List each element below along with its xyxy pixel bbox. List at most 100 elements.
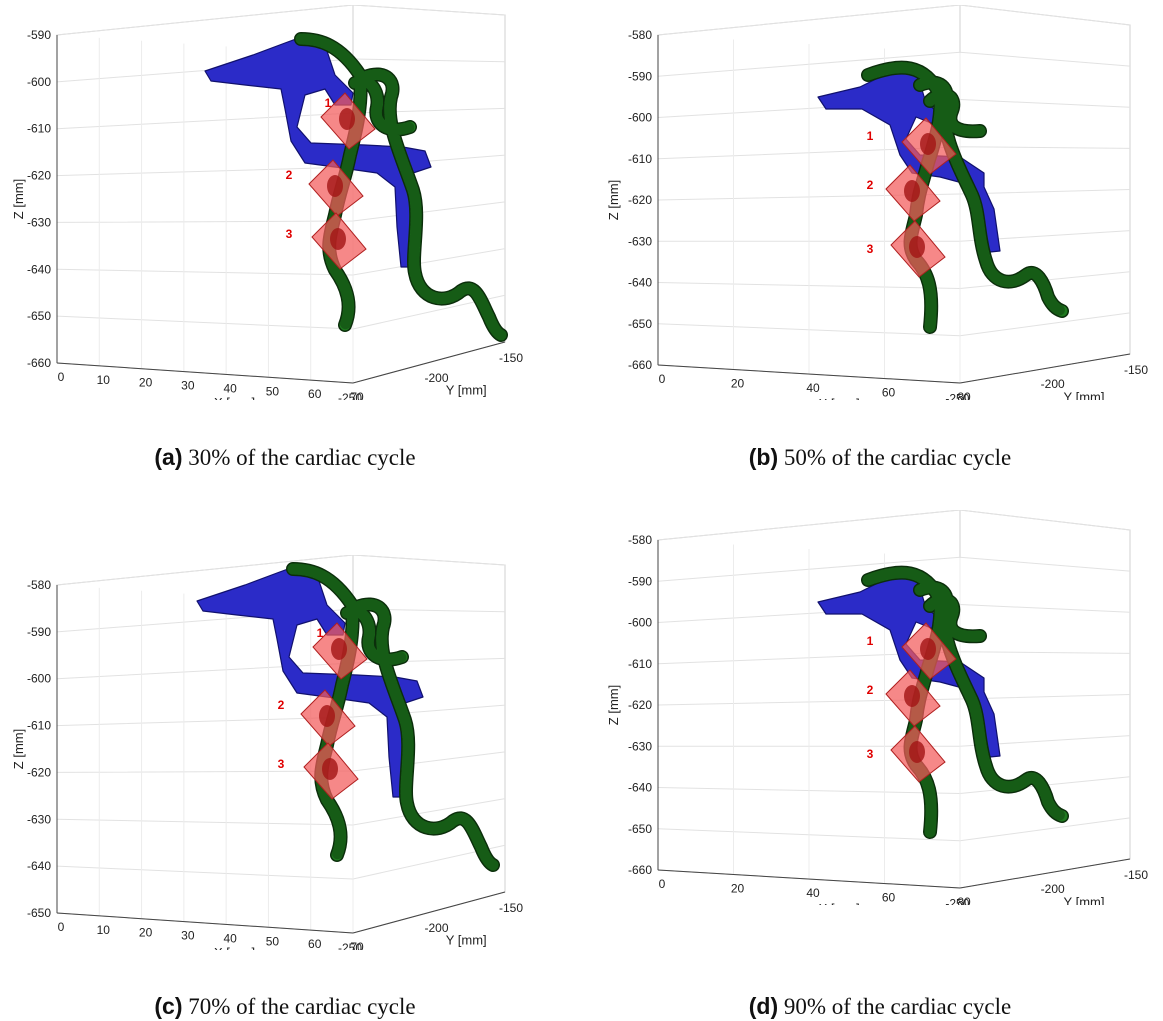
x-tick-label: 80 [957,895,971,905]
x-tick-label: 60 [882,891,896,905]
y-axis-label: Y [mm] [446,382,487,397]
x-axis-line [56,362,354,384]
z-tick-label: -660 [628,863,652,877]
z-tick-label: -650 [628,317,652,331]
x-tick-label: 70 [350,940,364,950]
plane-label: 1 [867,129,874,143]
chart-svg: -580 -590 -600 -610 -620 -630 -640 -650 -660 0 20 4… [606,5,1148,400]
caption-d: (d) 90% of the cardiac cycle [600,993,1160,1020]
x-tick-label: 80 [957,390,971,400]
z-tick-label: -600 [628,111,652,125]
y-tick-label: -200 [1041,882,1065,896]
x-tick-label: 60 [882,386,896,400]
x-axis-label: X [mm] [214,395,255,400]
y-axis-line [352,341,506,384]
x-axis-label: X [mm] [819,396,860,400]
x-tick-label: 0 [659,372,666,386]
plane-intersection [920,133,936,155]
caption-letter: (a) [154,444,183,470]
y-axis-label: Y [mm] [446,932,487,947]
x-axis-line [657,364,961,384]
x-tick-label: 30 [181,379,195,393]
z-gridline [56,201,506,223]
z-gridline [56,798,506,826]
y-axis-label: Y [mm] [1064,895,1105,905]
z-gridline [657,51,1131,77]
z-tick-label: -630 [628,234,652,248]
caption-text: 30% of the cardiac cycle [188,445,416,470]
z-tick-label: -620 [27,765,51,779]
z-tick-label: -580 [628,533,652,547]
caption-letter: (c) [154,993,183,1019]
plane-label: 1 [867,634,874,648]
panel-b: -580 -590 -600 -610 -620 -630 -640 -650 -660 0 20 4… [600,5,1160,400]
z-tick-label: -590 [27,28,51,42]
z-tick-label: -620 [628,193,652,207]
plane-intersection [319,705,335,727]
x-tick-label: 20 [731,882,745,896]
panel-a: -590 -600 -610 -620 -630 -640 -650 -660 0 10 20 30 4… [5,5,565,400]
x-tick-label: 40 [806,886,820,900]
y-tick-label: -200 [425,921,449,935]
plane-intersection [339,108,355,130]
z-gridline [56,5,506,36]
x-tick-label: 60 [308,387,322,400]
chart-svg: -580 -590 -600 -610 -620 -630 -640 -650 0 10 20 30 4… [11,555,523,950]
z-gridline [658,230,1131,242]
x-axis-line [657,869,961,889]
z-tick-label: -660 [27,356,51,370]
y-tick-label: -250 [945,896,969,905]
z-tick-label: -630 [27,812,51,826]
z-axis-label: Z [mm] [11,729,26,769]
x-tick-label: 0 [659,877,666,891]
x-tick-label: 10 [97,373,111,387]
z-axis-label: Z [mm] [606,180,621,220]
blue-shell [204,34,432,268]
plane-intersection [920,638,936,660]
z-tick-label: -630 [628,739,652,753]
x-tick-label: 20 [139,926,153,940]
x-axis-line [56,912,354,934]
x-tick-label: 30 [181,929,195,943]
z-gridline [657,5,1131,36]
plane-label: 2 [867,683,874,697]
y-tick-label: -250 [338,941,362,950]
caption-text: 70% of the cardiac cycle [188,994,416,1019]
y-axis-line [959,353,1131,384]
y-tick-label: -200 [1041,377,1065,391]
z-tick-label: -620 [27,169,51,183]
z-tick-label: -590 [628,574,652,588]
z-tick-label: -640 [628,781,652,795]
vessel-group: 1 2 3 [196,562,500,872]
x-tick-label: 40 [806,381,820,395]
y-tick-label: -150 [499,351,523,365]
y-axis-line [959,858,1131,889]
z-gridline [657,651,1131,665]
z-tick-label: -580 [628,28,652,42]
y-axis-line [352,891,506,934]
y-tick-label: -250 [945,391,969,400]
x-tick-label: 40 [223,931,237,945]
x-tick-label: 60 [308,937,322,950]
plane-label: 3 [867,242,874,256]
chart-svg: -590 -600 -610 -620 -630 -640 -650 -660 0 10 20 30 4… [11,5,523,400]
vessel-group: 1 2 3 [204,32,508,342]
z-gridline [657,146,1131,160]
x-tick-label: 50 [266,384,280,398]
z-tick-label: -640 [628,276,652,290]
z-tick-label: -610 [628,152,652,166]
plane-label: 1 [317,626,324,640]
y-tick-label: -150 [1124,868,1148,882]
y-tick-label: -150 [499,901,523,915]
y-tick-label: -150 [1124,363,1148,377]
x-tick-label: 20 [731,377,745,391]
z-gridline [56,555,506,586]
z-tick-label: -640 [27,262,51,276]
vessel-group: 1 2 3 [817,565,1069,839]
z-tick-label: -590 [628,69,652,83]
y-tick-label: -250 [338,391,362,400]
z-gridline [56,107,506,130]
plane-label: 2 [867,178,874,192]
panel-c: -580 -590 -600 -610 -620 -630 -640 -650 0 10 20 30 4… [5,555,565,950]
z-tick-label: -660 [628,358,652,372]
